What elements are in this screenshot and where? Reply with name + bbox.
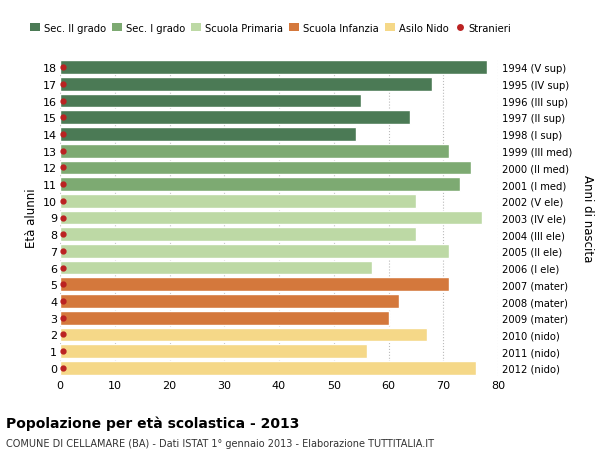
Bar <box>60 328 427 341</box>
Text: COMUNE DI CELLAMARE (BA) - Dati ISTAT 1° gennaio 2013 - Elaborazione TUTTITALIA.: COMUNE DI CELLAMARE (BA) - Dati ISTAT 1°… <box>6 438 434 448</box>
Bar <box>60 128 356 141</box>
Bar <box>60 61 487 75</box>
Bar <box>60 211 482 225</box>
Text: Popolazione per età scolastica - 2013: Popolazione per età scolastica - 2013 <box>6 415 299 430</box>
Bar <box>60 78 432 91</box>
Bar <box>60 245 449 258</box>
Bar <box>60 345 367 358</box>
Bar <box>60 178 460 191</box>
Bar <box>60 261 372 275</box>
Bar <box>60 228 416 241</box>
Y-axis label: Età alunni: Età alunni <box>25 188 38 248</box>
Bar <box>60 145 449 158</box>
Bar <box>60 95 361 108</box>
Bar <box>60 295 400 308</box>
Y-axis label: Anni di nascita: Anni di nascita <box>581 174 594 262</box>
Bar <box>60 195 416 208</box>
Bar <box>60 311 389 325</box>
Legend: Sec. II grado, Sec. I grado, Scuola Primaria, Scuola Infanzia, Asilo Nido, Stran: Sec. II grado, Sec. I grado, Scuola Prim… <box>30 23 512 34</box>
Bar <box>60 161 470 175</box>
Bar <box>60 111 410 125</box>
Bar <box>60 361 476 375</box>
Bar <box>60 278 449 291</box>
